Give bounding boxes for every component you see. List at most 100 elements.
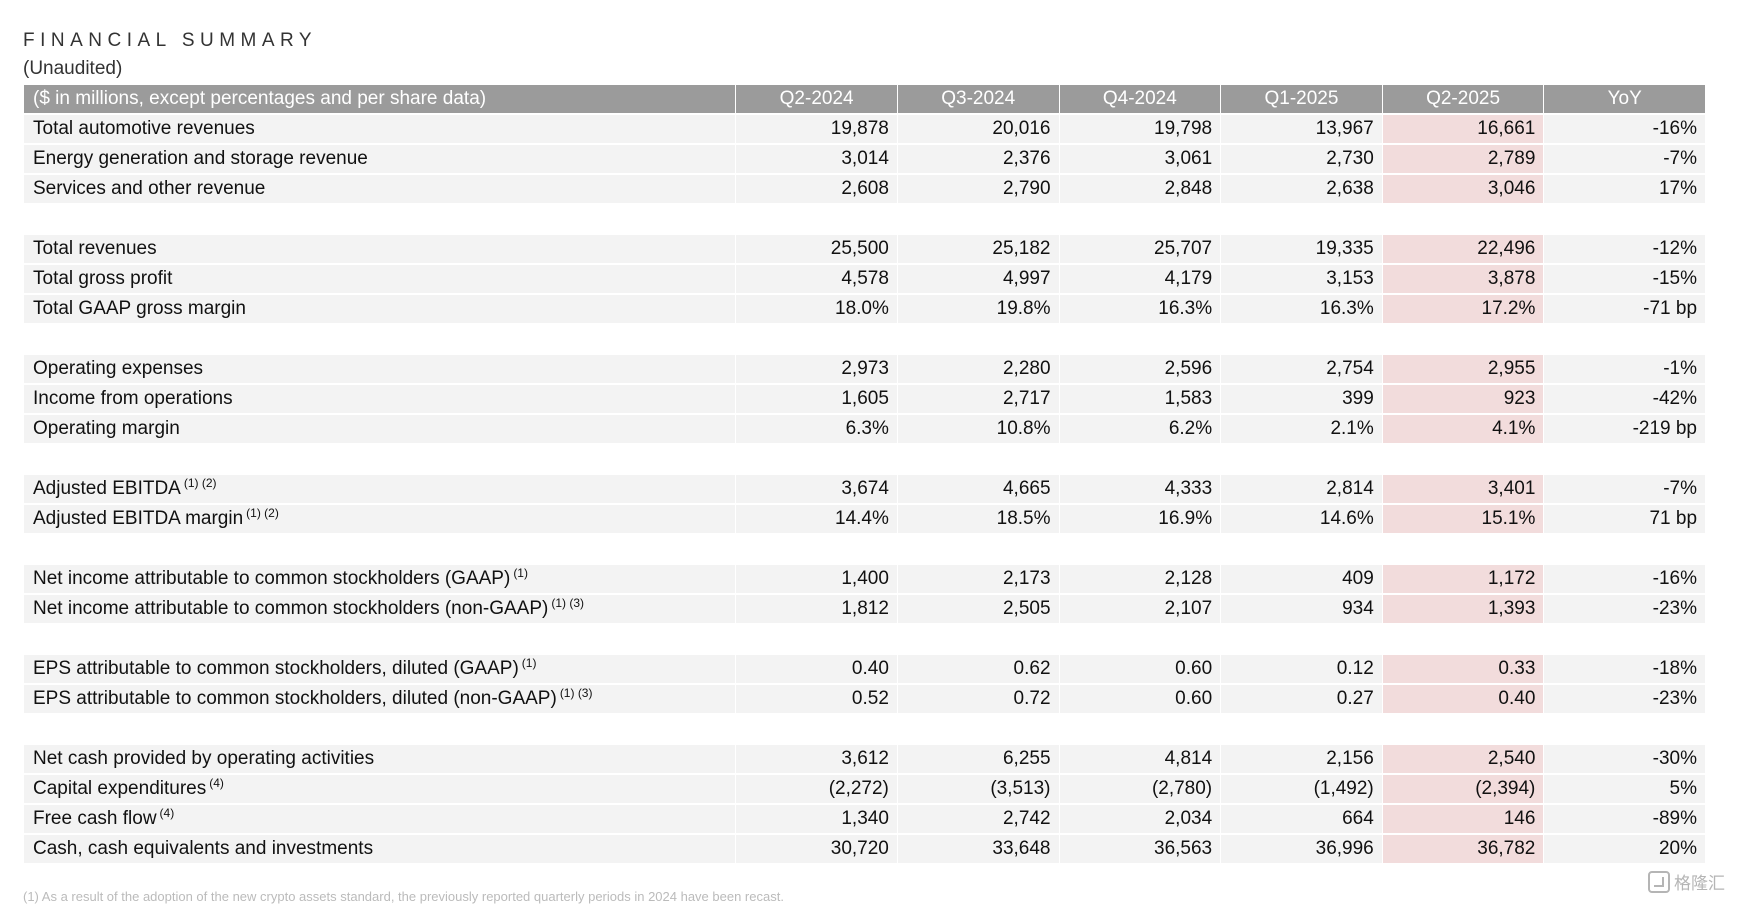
footnote-ref: (1) (2) — [246, 506, 279, 520]
value-cell: 0.12 — [1221, 655, 1382, 683]
group-spacer — [24, 535, 1705, 563]
yoy-cell: -18% — [1544, 655, 1706, 683]
value-cell: 2.1% — [1221, 415, 1382, 443]
row-label: Operating margin — [24, 415, 736, 443]
yoy-cell: -30% — [1544, 745, 1706, 773]
table-row: Income from operations 1,605 2,717 1,583 399… — [24, 385, 1706, 413]
value-cell: (2,394) — [1382, 775, 1544, 803]
footnote-ref: (4) — [159, 806, 175, 820]
row-label-text: Income from operations — [33, 388, 233, 409]
value-cell: 0.40 — [1382, 685, 1544, 713]
value-cell: 2,280 — [897, 355, 1059, 383]
row-label-text: Adjusted EBITDA — [33, 478, 181, 499]
yoy-cell: -7% — [1544, 475, 1706, 503]
row-label: Total gross profit — [24, 265, 736, 293]
value-cell: 2,814 — [1221, 475, 1382, 503]
header-q1-2025: Q1-2025 — [1221, 85, 1382, 113]
value-cell: 3,612 — [736, 745, 897, 773]
table-row: EPS attributable to common stockholders,… — [24, 685, 1706, 713]
value-cell: 2,955 — [1382, 355, 1544, 383]
header-q2-2025: Q2-2025 — [1382, 85, 1544, 113]
value-cell: 4,665 — [897, 475, 1059, 503]
value-cell: 17.2% — [1382, 295, 1544, 323]
row-label-text: EPS attributable to common stockholders,… — [33, 658, 519, 679]
table-row: EPS attributable to common stockholders,… — [24, 655, 1706, 683]
value-cell: 3,061 — [1059, 145, 1221, 173]
value-cell: 4,333 — [1059, 475, 1221, 503]
value-cell: 0.60 — [1059, 655, 1221, 683]
value-cell: 2,638 — [1221, 175, 1382, 203]
value-cell: 20,016 — [897, 115, 1059, 143]
group-spacer — [24, 205, 1705, 233]
value-cell: 18.0% — [736, 295, 897, 323]
value-cell: 0.62 — [897, 655, 1059, 683]
value-cell: 1,400 — [736, 565, 897, 593]
row-label-text: Net income attributable to common stockh… — [33, 598, 549, 619]
value-cell: 3,674 — [736, 475, 897, 503]
value-cell: 16.9% — [1059, 505, 1221, 533]
row-label-text: Operating margin — [33, 418, 180, 439]
table-row: Operating expenses 2,973 2,280 2,596 2,754 2,… — [24, 355, 1706, 383]
row-label: Operating expenses — [24, 355, 736, 383]
value-cell: 2,505 — [897, 595, 1059, 623]
value-cell: 934 — [1221, 595, 1382, 623]
value-cell: 0.60 — [1059, 685, 1221, 713]
value-cell: 25,182 — [897, 235, 1059, 263]
value-cell: (2,780) — [1059, 775, 1221, 803]
value-cell: 18.5% — [897, 505, 1059, 533]
footnote-ref: (1) (3) — [551, 596, 585, 610]
table-row: Energy generation and storage revenue 3,0… — [24, 145, 1706, 173]
value-cell: 2,973 — [736, 355, 897, 383]
value-cell: 2,742 — [897, 805, 1059, 833]
table-row: Net income attributable to common stockh… — [24, 595, 1706, 623]
row-label: Cash, cash equivalents and investments — [24, 835, 736, 863]
value-cell: 36,782 — [1382, 835, 1544, 863]
value-cell: 13,967 — [1221, 115, 1382, 143]
value-cell: 1,583 — [1059, 385, 1221, 413]
value-cell: 2,730 — [1221, 145, 1382, 173]
value-cell: 0.40 — [736, 655, 897, 683]
watermark: 格隆汇 — [1648, 869, 1725, 894]
row-label-text: Adjusted EBITDA margin — [33, 508, 244, 529]
footnote-ref: (1) — [521, 656, 537, 670]
row-label-text: Total revenues — [33, 238, 157, 259]
value-cell: 6,255 — [897, 745, 1059, 773]
value-cell: 33,648 — [897, 835, 1059, 863]
yoy-cell: -42% — [1544, 385, 1706, 413]
yoy-cell: -23% — [1544, 595, 1706, 623]
table-row: Free cash flow (4) 1,340 2,742 2,034 664 146 -8… — [24, 805, 1706, 833]
row-label: Net cash provided by operating activitie… — [24, 745, 736, 773]
value-cell: 2,848 — [1059, 175, 1221, 203]
value-cell: 1,812 — [736, 595, 897, 623]
row-label: EPS attributable to common stockholders,… — [24, 685, 736, 713]
yoy-cell: 17% — [1544, 175, 1706, 203]
value-cell: 4,578 — [736, 265, 897, 293]
yoy-cell: -219 bp — [1544, 415, 1706, 443]
report-subtitle: (Unaudited) — [23, 58, 123, 79]
table-row: Adjusted EBITDA (1) (2) 3,674 4,665 4,333 2,8… — [24, 475, 1706, 503]
row-label-text: Total automotive revenues — [33, 118, 255, 139]
value-cell: 4,814 — [1059, 745, 1221, 773]
row-label: Total automotive revenues — [24, 115, 736, 143]
yoy-cell: -71 bp — [1544, 295, 1706, 323]
table-row: Total automotive revenues 19,878 20,016 19,… — [24, 115, 1706, 143]
group-spacer — [24, 715, 1705, 743]
table-row: Net income attributable to common stockh… — [24, 565, 1706, 593]
row-label: Free cash flow (4) — [24, 805, 736, 833]
row-label: Services and other revenue — [24, 175, 736, 203]
header-label: ($ in millions, except percentages and p… — [24, 85, 736, 113]
group-spacer — [24, 325, 1705, 353]
value-cell: 664 — [1221, 805, 1382, 833]
value-cell: 3,046 — [1382, 175, 1544, 203]
value-cell: 0.33 — [1382, 655, 1544, 683]
yoy-cell: -16% — [1544, 565, 1706, 593]
yoy-cell: -7% — [1544, 145, 1706, 173]
value-cell: 19,335 — [1221, 235, 1382, 263]
value-cell: 1,172 — [1382, 565, 1544, 593]
row-label: Energy generation and storage revenue — [24, 145, 736, 173]
value-cell: 25,500 — [736, 235, 897, 263]
value-cell: 16.3% — [1059, 295, 1221, 323]
table-row: Capital expenditures (4) (2,272) (3,513) (2,… — [24, 775, 1706, 803]
value-cell: (1,492) — [1221, 775, 1382, 803]
footnote: (1) As a result of the adoption of the n… — [23, 889, 784, 904]
